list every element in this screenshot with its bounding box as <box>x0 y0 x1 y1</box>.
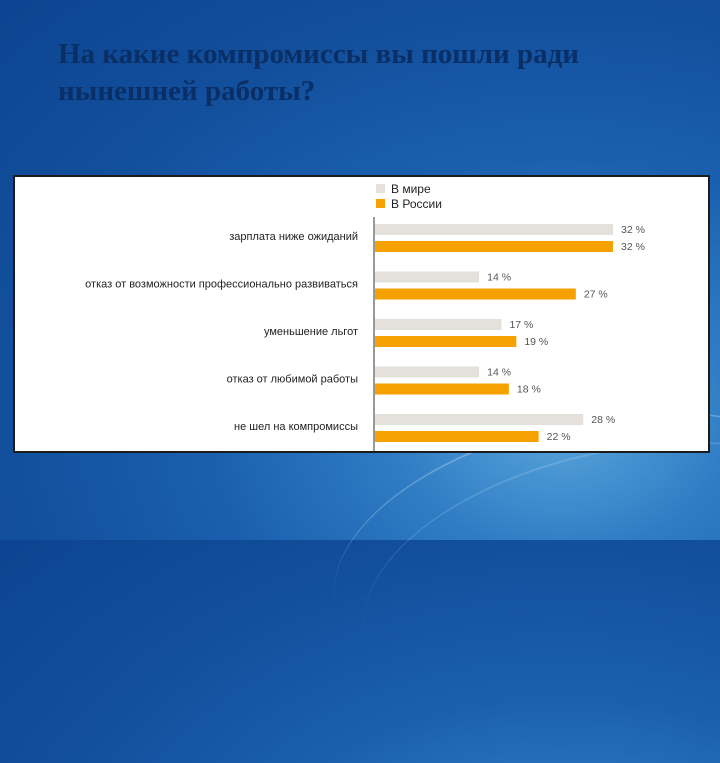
category-label: уменьшение льгот <box>264 326 358 338</box>
chart-panel: В мире В России зарплата ниже ожиданий 32 %… <box>13 175 710 453</box>
legend-swatch <box>376 184 385 193</box>
data-label: 32 % <box>621 224 645 236</box>
bar <box>375 414 584 425</box>
bar <box>375 336 517 347</box>
legend-label: В России <box>391 197 442 211</box>
data-label: 18 % <box>517 384 541 396</box>
bar <box>375 288 576 300</box>
bar <box>375 431 539 442</box>
data-label: 17 % <box>509 319 533 331</box>
legend-swatch <box>376 199 385 208</box>
bar <box>375 383 509 395</box>
data-label: 32 % <box>621 241 645 253</box>
bar <box>375 366 480 378</box>
category-label: зарплата ниже ожиданий <box>229 231 358 243</box>
category-label: не шел на компромиссы <box>234 421 358 433</box>
data-label: 28 % <box>591 414 615 426</box>
bar <box>375 241 613 252</box>
slide-title: На какие компромиссы вы пошли ради нынеш… <box>58 38 580 107</box>
bar <box>375 319 502 330</box>
data-label: 14 % <box>487 367 511 379</box>
data-label: 19 % <box>524 336 548 348</box>
bar <box>375 271 480 283</box>
category-label: отказ от любимой работы <box>227 374 358 386</box>
category-label: отказ от возможности профессионально раз… <box>85 279 358 291</box>
data-label: 14 % <box>487 272 511 284</box>
legend-label: В мире <box>391 182 431 196</box>
data-label: 27 % <box>584 289 608 301</box>
data-label: 22 % <box>547 431 571 443</box>
bar <box>375 224 613 235</box>
